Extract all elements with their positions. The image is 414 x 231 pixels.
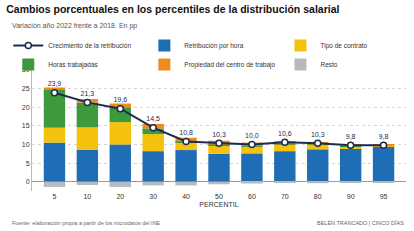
svg-text:15: 15 — [22, 122, 30, 129]
svg-text:Variación año 2022 frente a 20: Variación año 2022 frente a 2018. En pp — [12, 22, 137, 30]
svg-text:10,6: 10,6 — [278, 130, 292, 137]
svg-text:10,8: 10,8 — [179, 129, 193, 136]
svg-text:BELÉN TRANCADO | CINCO DÍAS: BELÉN TRANCADO | CINCO DÍAS — [317, 220, 404, 226]
svg-text:10: 10 — [83, 193, 91, 200]
svg-text:10,0: 10,0 — [245, 132, 259, 139]
svg-text:Retribución por hora: Retribución por hora — [184, 42, 243, 50]
svg-text:20: 20 — [116, 193, 124, 200]
svg-text:30: 30 — [149, 193, 157, 200]
svg-text:10,3: 10,3 — [311, 131, 325, 138]
svg-text:10: 10 — [22, 141, 30, 148]
svg-text:5: 5 — [52, 193, 56, 200]
svg-text:PERCENTIL: PERCENTIL — [199, 201, 238, 208]
svg-text:9,8: 9,8 — [346, 133, 356, 140]
svg-text:40: 40 — [182, 193, 190, 200]
svg-text:21,3: 21,3 — [81, 90, 95, 97]
svg-text:20: 20 — [22, 104, 30, 111]
svg-text:5: 5 — [26, 160, 30, 167]
svg-text:9,8: 9,8 — [379, 133, 389, 140]
svg-text:90: 90 — [347, 193, 355, 200]
svg-text:23,9: 23,9 — [48, 80, 62, 87]
svg-text:60: 60 — [248, 193, 256, 200]
svg-text:14,5: 14,5 — [146, 115, 160, 122]
svg-text:Tipo de contrato: Tipo de contrato — [320, 42, 367, 50]
svg-text:80: 80 — [314, 193, 322, 200]
svg-text:Fuente: elaboración propia a p: Fuente: elaboración propia a partir de l… — [12, 220, 161, 226]
svg-text:95: 95 — [380, 193, 388, 200]
svg-text:Crecimiento de la retribución: Crecimiento de la retribución — [48, 42, 131, 49]
svg-text:50: 50 — [215, 193, 223, 200]
svg-text:19,6: 19,6 — [113, 96, 127, 103]
svg-text:Cambios porcentuales en los pe: Cambios porcentuales en los percentiles … — [6, 3, 339, 15]
svg-text:Propiedad del centro de trabaj: Propiedad del centro de trabajo — [184, 61, 275, 69]
svg-text:25: 25 — [22, 85, 30, 92]
svg-text:Resto: Resto — [320, 61, 337, 68]
svg-text:70: 70 — [281, 193, 289, 200]
svg-text:0: 0 — [26, 178, 30, 185]
svg-text:10,3: 10,3 — [212, 131, 226, 138]
svg-text:Horas trabajadas: Horas trabajadas — [48, 61, 98, 69]
